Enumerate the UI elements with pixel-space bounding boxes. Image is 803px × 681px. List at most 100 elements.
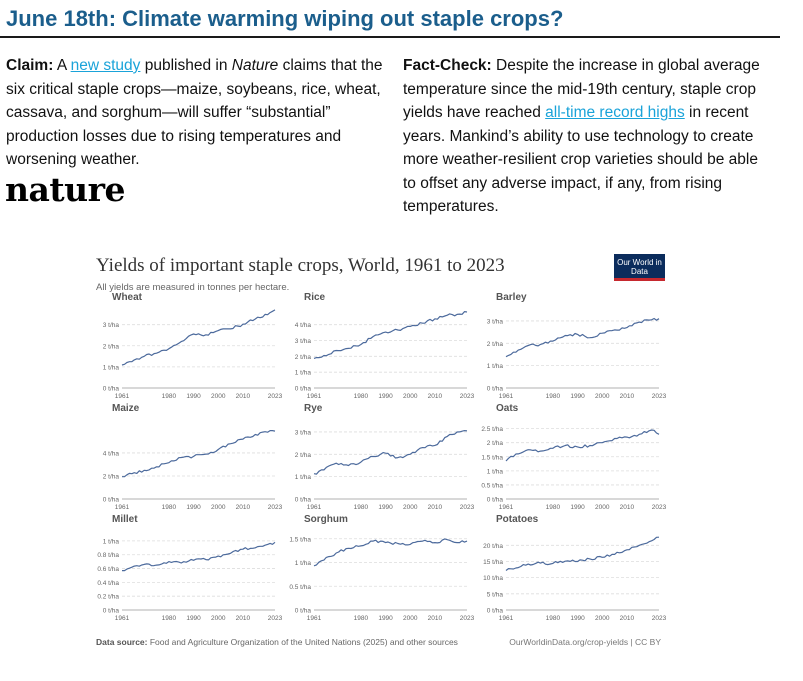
wheat-x-tick-label: 2023 (268, 393, 283, 400)
maize-x-tick-label: 1990 (186, 504, 201, 511)
data-source-text: Food and Agriculture Organization of the… (147, 637, 458, 647)
sorghum-x-tick-label: 1990 (378, 615, 393, 622)
oats-x-tick-label: 1980 (546, 504, 561, 511)
maize-x-tick-label: 2010 (236, 504, 251, 511)
oats-y-tick-label: 2.5 t/ha (481, 426, 503, 433)
oats-x-tick-label: 2000 (595, 504, 610, 511)
maize-x-tick-label: 1961 (115, 504, 130, 511)
rice-y-tick-label: 0 t/ha (295, 386, 312, 393)
potatoes-x-tick-label: 1980 (546, 615, 561, 622)
owid-logo: Our World in Data (614, 254, 665, 281)
data-source-label: Data source: (96, 637, 148, 647)
maize-y-tick-label: 0 t/ha (103, 497, 120, 504)
record-highs-link[interactable]: all-time record highs (545, 104, 685, 121)
rice-x-tick-label: 1990 (378, 393, 393, 400)
millet-y-tick-label: 0.8 t/ha (97, 552, 119, 559)
rice-x-tick-label: 2000 (403, 393, 418, 400)
wheat-x-tick-label: 1980 (162, 393, 177, 400)
sorghum-x-tick-label: 2000 (403, 615, 418, 622)
factcheck-paragraph: Fact-Check: Despite the increase in glob… (403, 54, 775, 219)
barley-y-tick-label: 2 t/ha (487, 341, 504, 348)
millet-y-tick-label: 0.2 t/ha (97, 594, 119, 601)
barley-y-tick-label: 3 t/ha (487, 318, 504, 325)
factcheck-text-2: in recent years. Mankind’s ability to us… (403, 104, 758, 215)
oats-y-tick-label: 1 t/ha (487, 468, 504, 475)
millet-x-tick-label: 1990 (186, 615, 201, 622)
oats-y-tick-label: 2 t/ha (487, 440, 504, 447)
rye-y-tick-label: 0 t/ha (295, 497, 312, 504)
rye-x-tick-label: 2010 (428, 504, 443, 511)
nature-logo: nature (5, 170, 126, 209)
owid-credit[interactable]: OurWorldinData.org/crop-yields | CC BY (509, 637, 661, 647)
barley-x-tick-label: 1980 (546, 393, 561, 400)
barley-y-tick-label: 1 t/ha (487, 363, 504, 370)
new-study-link[interactable]: new study (70, 57, 141, 74)
headline-divider (0, 36, 780, 38)
potatoes-y-tick-label: 20 t/ha (483, 543, 503, 550)
wheat-x-tick-label: 2010 (236, 393, 251, 400)
potatoes-panel-title: Potatoes (496, 514, 539, 525)
rye-y-tick-label: 2 t/ha (295, 452, 312, 459)
millet-panel-title: Millet (112, 514, 138, 525)
potatoes-y-tick-label: 0 t/ha (487, 608, 504, 615)
potatoes-y-tick-label: 15 t/ha (483, 559, 503, 566)
sorghum-y-tick-label: 0 t/ha (295, 608, 312, 615)
wheat-x-tick-label: 1961 (115, 393, 130, 400)
rice-panel-title: Rice (304, 292, 326, 303)
barley-x-tick-label: 1990 (570, 393, 585, 400)
sorghum-series-line (313, 538, 468, 567)
claim-text-3: claims that the six critical staple crop… (6, 57, 383, 168)
rice-series-line (313, 310, 468, 359)
potatoes-y-tick-label: 10 t/ha (483, 575, 503, 582)
headline: June 18th: Climate warming wiping out st… (6, 6, 564, 31)
figure-subtitle: All yields are measured in tonnes per he… (96, 282, 290, 293)
maize-series-line (122, 430, 276, 478)
rye-y-tick-label: 1 t/ha (295, 474, 312, 481)
barley-y-tick-label: 0 t/ha (487, 386, 504, 393)
millet-y-tick-label: 1 t/ha (103, 538, 120, 545)
maize-y-tick-label: 2 t/ha (103, 473, 120, 480)
sorghum-y-tick-label: 1 t/ha (295, 560, 312, 567)
barley-x-tick-label: 2000 (595, 393, 610, 400)
maize-y-tick-label: 4 t/ha (103, 450, 120, 457)
claim-journal: Nature (231, 57, 279, 74)
maize-x-tick-label: 2000 (211, 504, 226, 511)
rice-x-tick-label: 1961 (307, 393, 322, 400)
potatoes-x-tick-label: 1961 (499, 615, 514, 622)
claim-text-2: published in (140, 57, 232, 74)
claim-paragraph: Claim: A new study published in Nature c… (6, 54, 386, 172)
sorghum-x-tick-label: 1961 (307, 615, 322, 622)
rye-x-tick-label: 1961 (307, 504, 322, 511)
wheat-y-tick-label: 3 t/ha (103, 322, 120, 329)
rice-y-tick-label: 3 t/ha (295, 338, 312, 345)
oats-series-line (505, 429, 660, 462)
rice-x-tick-label: 2010 (428, 393, 443, 400)
factcheck-label: Fact-Check: (403, 57, 492, 74)
rice-y-tick-label: 2 t/ha (295, 354, 312, 361)
millet-x-tick-label: 2010 (236, 615, 251, 622)
millet-y-tick-label: 0 t/ha (103, 608, 120, 615)
millet-x-tick-label: 1980 (162, 615, 177, 622)
millet-series-line (122, 541, 276, 572)
oats-y-tick-label: 1.5 t/ha (481, 454, 503, 461)
wheat-x-tick-label: 2000 (211, 393, 226, 400)
barley-x-tick-label: 2010 (620, 393, 635, 400)
millet-y-tick-label: 0.6 t/ha (97, 566, 119, 573)
rice-y-tick-label: 4 t/ha (295, 322, 312, 329)
barley-panel-title: Barley (496, 292, 527, 303)
sorghum-x-tick-label: 1980 (354, 615, 369, 622)
rice-x-tick-label: 2023 (460, 393, 475, 400)
rice-y-tick-label: 1 t/ha (295, 370, 312, 377)
millet-x-tick-label: 1961 (115, 615, 130, 622)
millet-x-tick-label: 2000 (211, 615, 226, 622)
rye-series-line (313, 430, 468, 475)
potatoes-y-tick-label: 5 t/ha (487, 591, 504, 598)
potatoes-x-tick-label: 2000 (595, 615, 610, 622)
small-multiples-chart: Wheat 0 t/ha 1 t/ha 2 t/ha 3 t/ha 1961 1980 199… (97, 292, 667, 622)
millet-x-tick-label: 2023 (268, 615, 283, 622)
barley-x-tick-label: 2023 (652, 393, 667, 400)
sorghum-panel-title: Sorghum (304, 514, 348, 525)
rye-x-tick-label: 1980 (354, 504, 369, 511)
maize-panel-title: Maize (112, 403, 140, 414)
wheat-panel-title: Wheat (112, 292, 143, 303)
